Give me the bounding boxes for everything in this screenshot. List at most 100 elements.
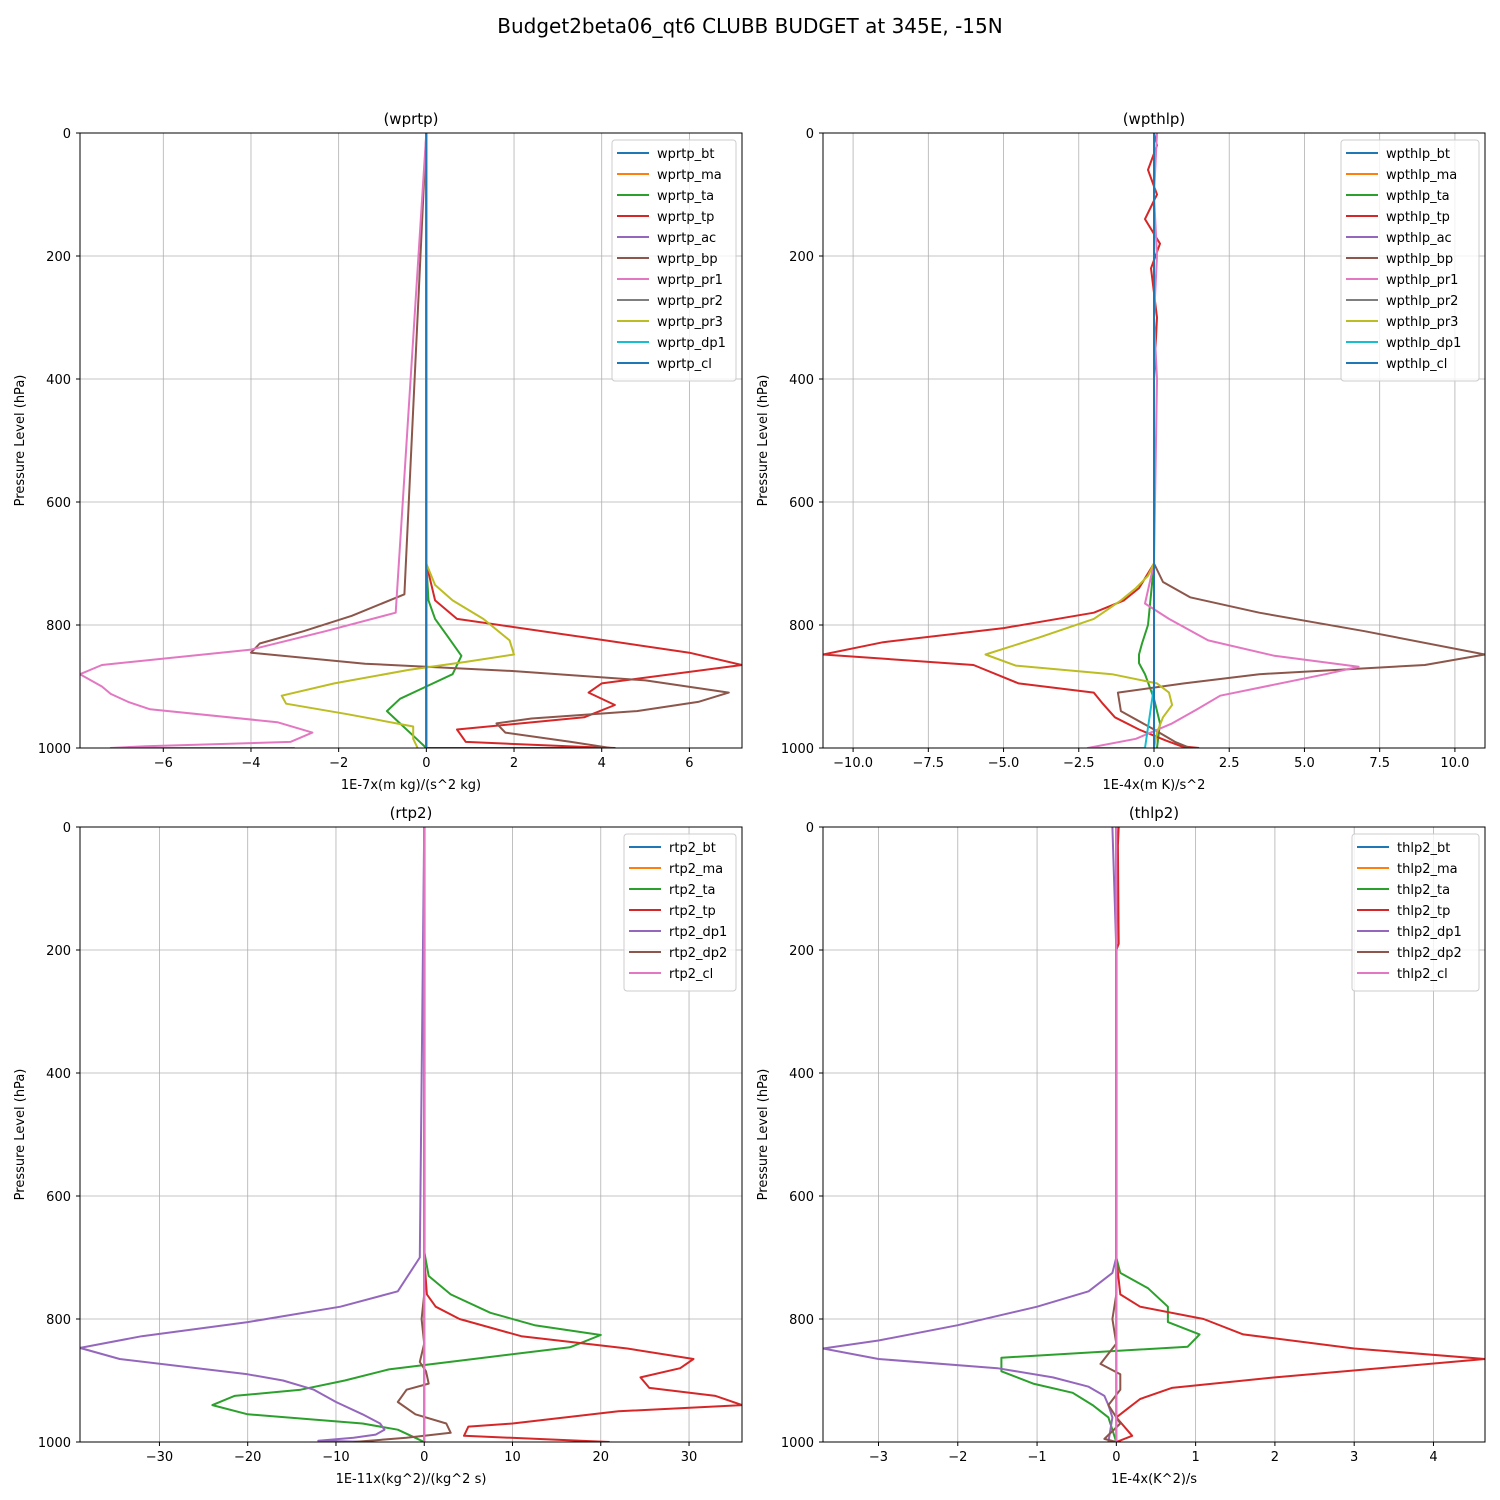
series-group [80, 133, 742, 748]
legend-label: wpthlp_ac [1386, 231, 1452, 246]
x-tick-label: 10.0 [1440, 756, 1469, 771]
series-line-rtp2_dp1 [80, 827, 426, 1442]
x-axis-label: 1E-11x(kg^2)/(kg^2 s) [336, 1472, 487, 1487]
legend-label: wprtp_bp [657, 252, 718, 267]
axes-frame [822, 826, 1486, 1443]
legend-label: wpthlp_ta [1386, 189, 1450, 204]
x-tick-label: 3 [1350, 1450, 1358, 1465]
panel-title: (wprtp) [383, 110, 438, 128]
legend-label: thlp2_ma [1397, 862, 1458, 877]
series-group [80, 827, 742, 1442]
y-axis-label: Pressure Level (hPa) [13, 1069, 28, 1201]
y-tick-label: 1000 [781, 1436, 814, 1451]
legend-label: wpthlp_cl [1386, 357, 1447, 372]
legend-label: thlp2_cl [1397, 967, 1448, 982]
x-tick-label: −1 [1027, 1450, 1046, 1465]
series-line-wprtp_bp [250, 133, 730, 748]
series-line-wpthlp_bp [1116, 133, 1485, 748]
legend-label: wprtp_tp [657, 210, 714, 225]
x-tick-label: 0 [422, 756, 430, 771]
legend-label: wpthlp_ma [1386, 168, 1457, 183]
x-tick-label: −3 [869, 1450, 888, 1465]
x-tick-label: 2 [510, 756, 518, 771]
series-line-rtp2_dp2 [353, 827, 452, 1442]
x-tick-label: −7.5 [913, 756, 945, 771]
series-line-rtp2_ta [211, 827, 602, 1442]
x-tick-label: 20 [592, 1450, 609, 1465]
x-tick-label: 0.0 [1144, 756, 1165, 771]
axes-frame [79, 132, 743, 749]
x-tick-label: −10 [322, 1450, 349, 1465]
x-tick-label: −5.0 [988, 756, 1020, 771]
y-tick-label: 800 [789, 619, 814, 634]
panel-0: −6 −4 −2 0 2 4 6 0 200 400 600 800 1000 (wprtp) 1E-7x(… [13, 110, 743, 793]
y-tick-label: 600 [46, 1190, 71, 1205]
legend-label: wpthlp_bt [1386, 147, 1450, 162]
legend: wpthlp_bt wpthlp_ma wpthlp_ta wpthlp_tpwpth… [1340, 139, 1480, 382]
series-line-wpthlp_tp [823, 133, 1200, 748]
x-tick-label: 0 [1112, 1450, 1120, 1465]
y-tick-label: 0 [806, 127, 814, 142]
panel-title: (wpthlp) [1123, 110, 1186, 128]
series-line-thlp2_dp1 [823, 827, 1118, 1442]
legend-label: wprtp_cl [657, 357, 712, 372]
x-tick-label: 4 [598, 756, 606, 771]
y-axis-label: Pressure Level (hPa) [756, 375, 771, 507]
y-tick-label: 200 [46, 944, 71, 959]
y-tick-label: 1000 [38, 1436, 71, 1451]
series-line-wpthlp_pr1 [1086, 133, 1360, 748]
legend-label: rtp2_dp1 [669, 925, 727, 940]
x-tick-label: −2 [948, 1450, 967, 1465]
x-tick-label: 10 [504, 1450, 521, 1465]
legend-label: wprtp_dp1 [657, 336, 726, 351]
legend-label: rtp2_cl [669, 967, 713, 982]
axes-frame [79, 826, 743, 1443]
figure-title: Budget2beta06_qt6 CLUBB BUDGET at 345E, … [497, 14, 1003, 38]
y-tick-label: 200 [789, 250, 814, 265]
y-tick-label: 400 [46, 373, 71, 388]
legend-label: wprtp_ta [657, 189, 714, 204]
legend-label: wpthlp_pr2 [1386, 294, 1458, 309]
legend: wprtp_bt wprtp_ma wprtp_ta wprtp_tp wprtp_ac… [611, 139, 737, 382]
legend-label: rtp2_ta [669, 883, 716, 898]
x-tick-label: 2 [1271, 1450, 1279, 1465]
series-line-thlp2_dp2 [1099, 827, 1122, 1442]
legend-label: thlp2_dp1 [1397, 925, 1462, 940]
series-group [823, 133, 1485, 748]
y-tick-label: 600 [46, 496, 71, 511]
y-tick-label: 400 [789, 1067, 814, 1082]
legend-label: rtp2_bt [669, 841, 716, 856]
y-tick-label: 1000 [781, 742, 814, 757]
legend-label: wpthlp_tp [1386, 210, 1450, 225]
x-axis-label: 1E-4x(K^2)/s [1111, 1472, 1197, 1487]
series-line-wprtp_pr1 [80, 133, 428, 748]
y-tick-label: 400 [46, 1067, 71, 1082]
x-tick-label: −30 [146, 1450, 173, 1465]
y-tick-label: 0 [806, 821, 814, 836]
series-group [823, 827, 1485, 1442]
y-tick-label: 600 [789, 1190, 814, 1205]
y-tick-label: 800 [46, 1313, 71, 1328]
y-tick-label: 0 [63, 821, 71, 836]
panel-title: (rtp2) [390, 804, 433, 822]
legend-label: wpthlp_pr3 [1386, 315, 1458, 330]
y-tick-label: 800 [46, 619, 71, 634]
x-tick-label: 4 [1429, 1450, 1437, 1465]
series-line-rtp2_tp [423, 827, 742, 1442]
legend-label: thlp2_bt [1397, 841, 1450, 856]
legend-label: wprtp_pr3 [657, 315, 723, 330]
legend: rtp2_bt rtp2_ma rtp2_ta rtp2_tp rtp2_dp1 rtp2… [623, 833, 737, 992]
series-line-wprtp_ta [385, 133, 463, 748]
legend-label: thlp2_tp [1397, 904, 1450, 919]
x-tick-label: 5.0 [1294, 756, 1315, 771]
x-tick-label: 0 [420, 1450, 428, 1465]
x-tick-label: 6 [685, 756, 693, 771]
legend-label: rtp2_ma [669, 862, 723, 877]
legend-label: wprtp_bt [657, 147, 714, 162]
legend-label: wpthlp_bp [1386, 252, 1453, 267]
y-axis-label: Pressure Level (hPa) [756, 1069, 771, 1201]
panel-2: −30 −20 −10 0 10 20 30 0 200 400 600 800 1000 (rtp2) 1… [13, 804, 743, 1487]
series-line-thlp2_ta [1000, 827, 1201, 1442]
series-line-wprtp_tp [425, 133, 742, 748]
